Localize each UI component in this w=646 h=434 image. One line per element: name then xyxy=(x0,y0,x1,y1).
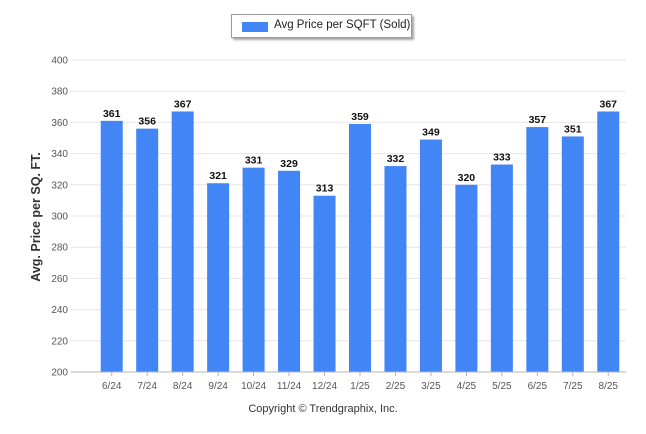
data-label: 359 xyxy=(351,111,369,123)
bar[interactable] xyxy=(419,139,442,372)
legend-label: Avg Price per SQFT (Sold) xyxy=(274,19,411,31)
bar[interactable] xyxy=(100,120,123,372)
data-label: 333 xyxy=(493,152,511,164)
bar[interactable] xyxy=(526,127,549,372)
x-tick-label: 5/25 xyxy=(492,381,512,392)
data-label: 361 xyxy=(103,108,121,120)
y-tick-label: 300 xyxy=(51,212,68,223)
data-label: 321 xyxy=(209,170,227,182)
x-tick-label: 3/25 xyxy=(421,381,441,392)
y-tick-label: 360 xyxy=(51,118,68,129)
data-label: 332 xyxy=(387,153,405,165)
legend[interactable]: Avg Price per SQFT (Sold) xyxy=(231,14,412,38)
x-axis-ticks: 6/24 7/24 8/24 9/24 10/24 11/24 12/24 1/25 2/25 3… xyxy=(102,372,618,392)
y-tick-label: 380 xyxy=(51,87,68,98)
y-tick-label: 220 xyxy=(51,336,68,347)
data-label: 367 xyxy=(600,98,618,110)
y-tick-label: 400 xyxy=(51,56,68,67)
data-label: 313 xyxy=(316,183,334,195)
x-tick-label: 7/24 xyxy=(137,381,157,392)
x-tick-label: 9/24 xyxy=(208,381,228,392)
y-tick-label: 280 xyxy=(51,243,68,254)
y-axis-title: Avg. Price per SQ. FT. xyxy=(29,152,43,281)
gridlines xyxy=(71,59,626,342)
data-label: 349 xyxy=(422,127,440,139)
bar[interactable] xyxy=(136,128,159,372)
x-tick-label: 11/24 xyxy=(277,381,302,392)
data-label: 331 xyxy=(245,155,263,167)
data-label: 367 xyxy=(174,98,192,110)
bar[interactable] xyxy=(597,111,620,372)
data-label: 329 xyxy=(280,158,298,170)
y-tick-label: 200 xyxy=(51,368,68,379)
copyright-text: Copyright © Trendgraphix, Inc. xyxy=(248,403,398,415)
bar[interactable] xyxy=(278,170,301,372)
x-tick-label: 6/25 xyxy=(528,381,548,392)
x-tick-label: 8/24 xyxy=(173,381,193,392)
data-label: 356 xyxy=(138,116,156,128)
x-tick-label: 1/25 xyxy=(350,381,370,392)
bar[interactable] xyxy=(490,164,513,372)
x-tick-label: 8/25 xyxy=(599,381,619,392)
x-tick-label: 7/25 xyxy=(563,381,583,392)
y-axis-ticks: 200 220 240 260 280 300 320 340 360 380 400 xyxy=(51,56,68,379)
bar[interactable] xyxy=(561,136,584,372)
bar[interactable] xyxy=(207,183,230,372)
bar[interactable] xyxy=(349,123,371,373)
x-tick-label: 12/24 xyxy=(312,381,337,392)
bar[interactable] xyxy=(242,167,265,372)
legend-swatch xyxy=(242,22,268,32)
bar[interactable] xyxy=(313,195,336,372)
x-tick-label: 2/25 xyxy=(386,381,406,392)
y-tick-label: 260 xyxy=(51,274,68,285)
data-label: 357 xyxy=(529,114,547,126)
data-labels: 361 356 367 321 331 329 313 359 332 349 320 333 357 3… xyxy=(103,98,617,194)
bar[interactable] xyxy=(455,184,478,372)
bar[interactable] xyxy=(171,111,194,372)
data-label: 320 xyxy=(458,172,476,184)
data-label: 351 xyxy=(564,123,582,135)
y-tick-label: 340 xyxy=(51,149,68,160)
x-tick-label: 10/24 xyxy=(241,381,266,392)
x-tick-label: 4/25 xyxy=(457,381,477,392)
bar[interactable] xyxy=(384,166,407,372)
x-tick-label: 6/24 xyxy=(102,381,122,392)
y-tick-label: 320 xyxy=(51,180,68,191)
bars xyxy=(100,111,620,373)
y-tick-label: 240 xyxy=(51,305,68,316)
